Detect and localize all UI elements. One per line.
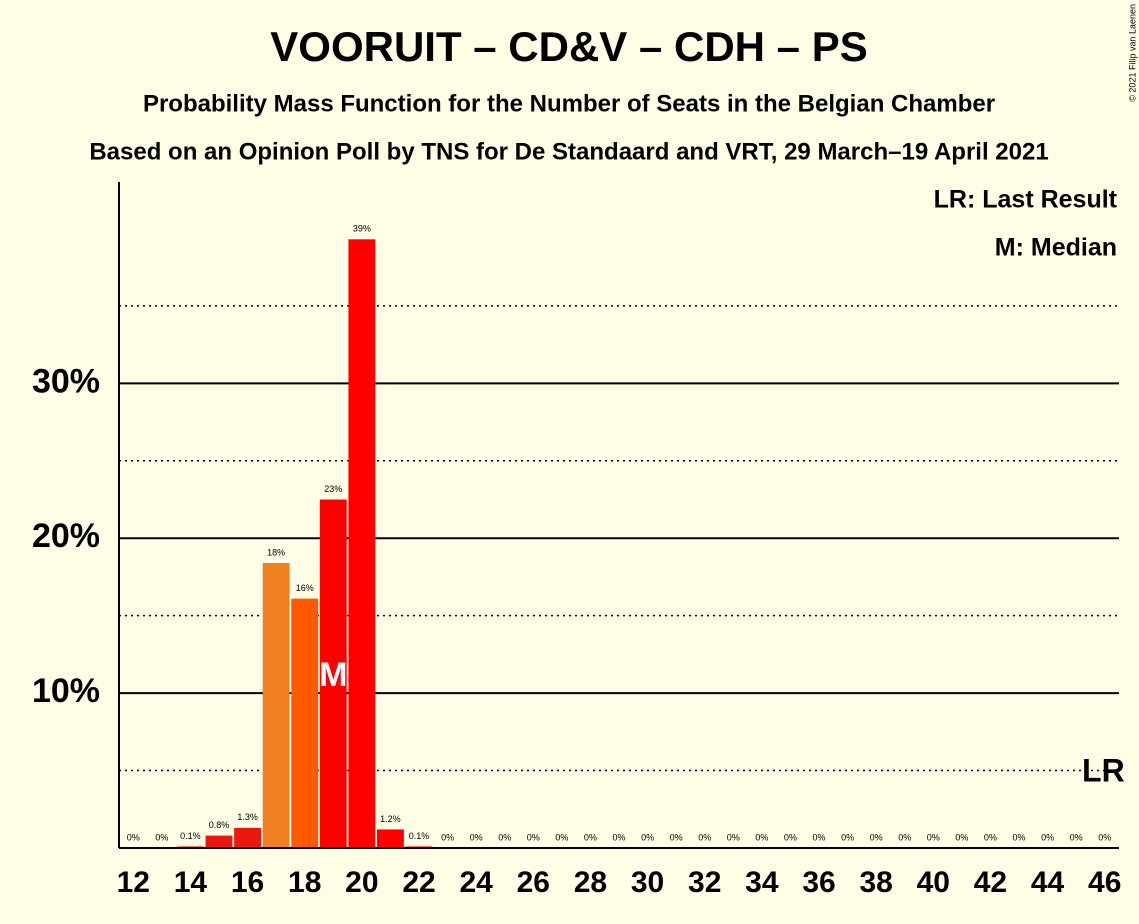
value-label: 0% xyxy=(927,832,940,842)
value-label: 0% xyxy=(727,832,740,842)
x-tick-label: 22 xyxy=(402,866,435,899)
value-label: 0.1% xyxy=(180,831,201,841)
x-tick-label: 32 xyxy=(688,866,721,899)
bar xyxy=(348,239,376,848)
x-tick-label: 16 xyxy=(231,866,264,899)
value-label: 0.1% xyxy=(409,831,430,841)
x-tick-label: 40 xyxy=(917,866,950,899)
x-tick-label: 38 xyxy=(859,866,892,899)
value-label: 0% xyxy=(584,832,597,842)
value-label: 0% xyxy=(555,832,568,842)
value-label: 0% xyxy=(784,832,797,842)
last-result-marker: LR xyxy=(1082,752,1125,788)
value-label: 0% xyxy=(812,832,825,842)
value-label: 0% xyxy=(498,832,511,842)
y-tick-label: 20% xyxy=(32,517,100,555)
chart-subtitle: Probability Mass Function for the Number… xyxy=(143,90,995,117)
value-label: 0% xyxy=(1012,832,1025,842)
value-label: 0% xyxy=(698,832,711,842)
value-label: 0% xyxy=(670,832,683,842)
value-label: 0.8% xyxy=(209,820,230,830)
value-label: 0% xyxy=(641,832,654,842)
value-label: 39% xyxy=(353,224,371,234)
chart-title: VOORUIT – CD&V – CDH – PS xyxy=(270,23,867,70)
x-tick-label: 44 xyxy=(1031,866,1065,899)
x-tick-label: 36 xyxy=(802,866,835,899)
value-label: 0% xyxy=(155,832,168,842)
x-tick-label: 46 xyxy=(1088,866,1121,899)
value-label: 18% xyxy=(267,547,285,557)
value-label: 0% xyxy=(755,832,768,842)
x-tick-label: 18 xyxy=(288,866,321,899)
value-label: 16% xyxy=(296,583,314,593)
value-label: 0% xyxy=(441,832,454,842)
value-label: 0% xyxy=(898,832,911,842)
legend-entry: M: Median xyxy=(995,234,1117,262)
value-label: 0% xyxy=(127,832,140,842)
bar xyxy=(319,499,347,848)
x-tick-label: 20 xyxy=(345,866,378,899)
value-label: 0% xyxy=(1070,832,1083,842)
bar xyxy=(291,598,319,848)
copyright: © 2021 Filip van Laenen xyxy=(1127,4,1137,102)
chart-subtitle: Based on an Opinion Poll by TNS for De S… xyxy=(89,138,1048,165)
value-label: 23% xyxy=(324,484,342,494)
value-label: 1.3% xyxy=(237,812,258,822)
value-label: 0% xyxy=(870,832,883,842)
bar xyxy=(234,827,261,848)
y-tick-label: 10% xyxy=(32,672,100,710)
median-marker: M xyxy=(319,656,347,694)
x-tick-label: 42 xyxy=(974,866,1007,899)
x-tick-label: 24 xyxy=(459,866,493,899)
value-label: 0% xyxy=(984,832,997,842)
x-tick-label: 14 xyxy=(174,866,208,899)
x-tick-label: 34 xyxy=(745,866,779,899)
legend-entry: LR: Last Result xyxy=(934,186,1118,214)
value-label: 0% xyxy=(527,832,540,842)
bar xyxy=(262,563,290,848)
y-tick-label: 30% xyxy=(32,362,100,400)
value-label: 0% xyxy=(1041,832,1054,842)
value-label: 0% xyxy=(955,832,968,842)
x-tick-label: 28 xyxy=(574,866,607,899)
value-label: 0% xyxy=(1098,832,1111,842)
bar xyxy=(377,829,404,848)
x-tick-label: 12 xyxy=(117,866,150,899)
x-tick-label: 26 xyxy=(517,866,550,899)
value-label: 1.2% xyxy=(380,814,401,824)
value-label: 0% xyxy=(841,832,854,842)
value-label: 0% xyxy=(470,832,483,842)
value-label: 0% xyxy=(612,832,625,842)
bar xyxy=(205,835,233,848)
x-tick-label: 30 xyxy=(631,866,664,899)
